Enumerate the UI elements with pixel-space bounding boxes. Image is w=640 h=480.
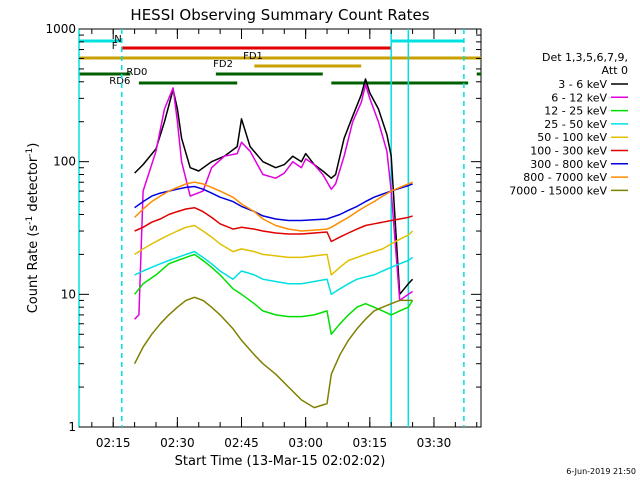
flag-label-N: N	[114, 34, 121, 45]
x-tick-label-3: 03:00	[288, 436, 323, 450]
flag-label-F: F	[112, 41, 118, 52]
series-lines	[133, 78, 414, 409]
x-axis-ticks: 02:15 02:30 02:45 03:00 03:15 03:30	[91, 29, 478, 450]
x-tick-label-0: 02:15	[96, 436, 131, 450]
flag-label-RD6: RD6	[109, 76, 130, 87]
series-line-6	[134, 183, 413, 222]
legend-label-2: 12 - 25 keV	[544, 105, 607, 118]
legend-header-1: Att 0	[602, 64, 628, 77]
x-tick-label-4: 03:15	[353, 436, 388, 450]
x-tick-label-2: 02:45	[224, 436, 259, 450]
legend-label-1: 6 - 12 keV	[551, 91, 607, 104]
legend-label-0: 3 - 6 keV	[558, 78, 607, 91]
plot-frame	[78, 28, 482, 428]
legend-label-8: 7000 - 15000 keV	[509, 184, 607, 197]
x-axis-label: Start Time (13-Mar-15 02:02:02)	[175, 454, 386, 469]
y-tick-label-1: 10	[61, 287, 76, 301]
flag-label-FD2: FD2	[213, 59, 233, 70]
y-tick-label-2: 100	[53, 155, 76, 169]
x-tick-label-1: 02:30	[160, 436, 195, 450]
legend-header-0: Det 1,3,5,6,7,9,	[542, 51, 628, 64]
series-line-4	[134, 224, 414, 276]
series-line-7	[134, 181, 413, 232]
y-axis-ticks: 1 10 100 1000	[45, 22, 481, 434]
legend-label-5: 100 - 300 keV	[530, 145, 607, 158]
y-axis-label: Count Rate (s-1 detector-1)	[25, 143, 41, 314]
flag-label-RD0: RD0	[126, 67, 147, 78]
series-line-1	[134, 83, 414, 320]
y-tick-label-3: 1000	[45, 22, 76, 36]
legend-label-4: 50 - 100 keV	[537, 131, 607, 144]
y-tick-label-0: 1	[68, 420, 76, 434]
series-line-2	[134, 253, 414, 336]
legend-label-6: 300 - 800 keV	[530, 158, 607, 171]
chart-title: HESSI Observing Summary Count Rates	[130, 6, 429, 24]
series-line-8	[133, 296, 413, 409]
series-line-0	[134, 78, 414, 296]
x-tick-label-5: 03:30	[417, 436, 452, 450]
legend-label-7: 800 - 7000 keV	[523, 171, 607, 184]
series-line-5	[134, 206, 413, 243]
legend-label-3: 25 - 50 keV	[544, 118, 607, 131]
vertical-markers	[78, 29, 465, 427]
flag-label-FD1: FD1	[243, 51, 263, 62]
footer-date: 6-Jun-2019 21:50	[566, 467, 636, 476]
series-line-3	[134, 250, 414, 296]
